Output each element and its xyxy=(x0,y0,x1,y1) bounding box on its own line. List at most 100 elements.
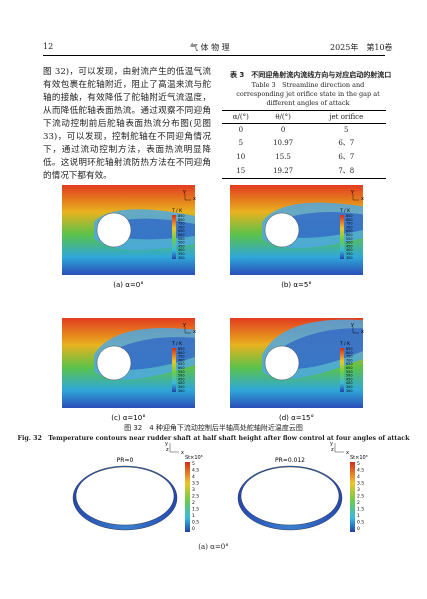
legend-label: 0.5 xyxy=(192,520,199,526)
journal: 气 体 物 理 xyxy=(190,43,230,52)
panel-label: (b) α=5° xyxy=(281,281,312,289)
panel-label: (d) α=15° xyxy=(279,414,314,422)
legend-label: 350 xyxy=(346,252,352,256)
legend-label: 4 xyxy=(192,474,195,480)
axis-label: y xyxy=(351,189,354,195)
shaft-inner xyxy=(240,466,340,526)
legend-label: 0.5 xyxy=(357,520,364,526)
legend-label: 500 xyxy=(346,241,352,245)
legend-label: 3.5 xyxy=(357,481,364,487)
table-row: 5 10.97 6、7 xyxy=(222,136,386,150)
table-cell: 0 xyxy=(238,126,244,134)
legend-label: 400 xyxy=(346,381,352,385)
issue: 2025年 第10卷 xyxy=(330,43,393,52)
table-row: 10 15.5 6、7 xyxy=(222,150,386,164)
table-row: 15 19.27 7、8 xyxy=(222,164,386,179)
legend-label: 2 xyxy=(357,500,360,506)
legend-label: 650 xyxy=(346,362,352,366)
legend-label: 850 xyxy=(346,347,352,351)
legend-label: 400 xyxy=(178,381,184,385)
legend-label: 600 xyxy=(178,233,184,237)
axis-label: y xyxy=(330,441,333,447)
table-cell: 15 xyxy=(236,167,246,175)
legend-bar xyxy=(172,348,176,392)
legend-label: 750 xyxy=(346,355,352,359)
legend-label: 0 xyxy=(192,526,195,532)
legend-label: 750 xyxy=(178,222,184,226)
legend-label: 850 xyxy=(178,214,184,218)
shaft xyxy=(96,345,132,381)
legend-label: 850 xyxy=(178,347,184,351)
legend-label: 5 xyxy=(357,461,360,467)
figure-caption: (a) α=0° xyxy=(198,543,229,551)
legend-bar xyxy=(350,462,355,532)
legend-label: 400 xyxy=(346,248,352,252)
shaft xyxy=(264,212,300,248)
column-header: α/(°) xyxy=(232,113,249,121)
legend-label: 2 xyxy=(192,500,195,506)
legend-label: 800 xyxy=(178,351,184,355)
panel-label: (a) α=0° xyxy=(113,281,143,289)
shaft xyxy=(96,212,132,248)
legend-label: 550 xyxy=(346,370,352,374)
legend-title: T / K xyxy=(171,341,183,347)
page-number: 12 xyxy=(43,42,54,51)
legend-label: 500 xyxy=(346,374,352,378)
legend-bar xyxy=(185,462,190,532)
legend-label: 300 xyxy=(178,256,184,260)
legend-label: 800 xyxy=(178,218,184,222)
table-cell: 7、8 xyxy=(338,167,355,175)
legend-label: 2.5 xyxy=(357,494,364,500)
legend-bar xyxy=(340,215,344,259)
legend-label: 550 xyxy=(346,237,352,241)
panel-label: PR=0 xyxy=(117,457,134,464)
figure-caption-en: Fig. 32 Temperature contours near rudder… xyxy=(17,435,410,442)
legend-label: 3 xyxy=(357,487,360,493)
legend-label: 700 xyxy=(346,358,352,362)
legend-label: 450 xyxy=(346,244,352,248)
table-cell: 5 xyxy=(344,126,349,134)
legend-label: 550 xyxy=(178,370,184,374)
axis-label: y xyxy=(351,322,354,328)
legend-label: 1 xyxy=(357,513,360,519)
legend-label: 300 xyxy=(346,256,352,260)
legend-label: 450 xyxy=(346,377,352,381)
axis-label: z xyxy=(331,447,334,453)
axis-label: y xyxy=(183,189,186,195)
axis-label: x xyxy=(193,196,196,202)
axis-label: x xyxy=(181,450,184,456)
legend-label: 2.5 xyxy=(192,494,199,500)
table-cell: 6、7 xyxy=(338,153,355,161)
legend-label: 600 xyxy=(178,366,184,370)
axis-label: x xyxy=(346,450,349,456)
legend-title: T / K xyxy=(171,208,183,214)
legend-label: 550 xyxy=(178,237,184,241)
legend-label: 350 xyxy=(178,252,184,256)
shaft xyxy=(264,345,300,381)
legend-label: 4.5 xyxy=(357,468,364,474)
legend-label: 0 xyxy=(357,526,360,532)
legend-label: 650 xyxy=(178,229,184,233)
legend-label: 1.5 xyxy=(357,507,364,513)
table: α/(°) θ/(°) jet orifice 0 0 5 5 10.97 6、7 10 15.5 6… xyxy=(222,110,386,179)
legend-title: St×10³ xyxy=(185,455,203,461)
legend-label: 800 xyxy=(346,351,352,355)
table-title-en: Table 3 Streamline direction and corresp… xyxy=(236,81,380,107)
panel-label: PR=0.012 xyxy=(275,457,305,464)
legend-label: 600 xyxy=(346,233,352,237)
legend-title: T / K xyxy=(339,341,351,347)
legend-label: 850 xyxy=(346,214,352,218)
legend-label: 650 xyxy=(178,362,184,366)
legend-label: 4.5 xyxy=(192,468,199,474)
legend-label: 650 xyxy=(346,229,352,233)
legend-label: 1 xyxy=(192,513,195,519)
column-header: θ/(°) xyxy=(275,113,291,121)
axis-label: y xyxy=(183,322,186,328)
legend-label: 600 xyxy=(346,366,352,370)
table-cell: 5 xyxy=(238,139,244,147)
legend-label: 500 xyxy=(178,374,184,378)
legend-label: 450 xyxy=(178,377,184,381)
table-cell: 0 xyxy=(280,126,286,134)
legend-label: 400 xyxy=(178,248,184,252)
